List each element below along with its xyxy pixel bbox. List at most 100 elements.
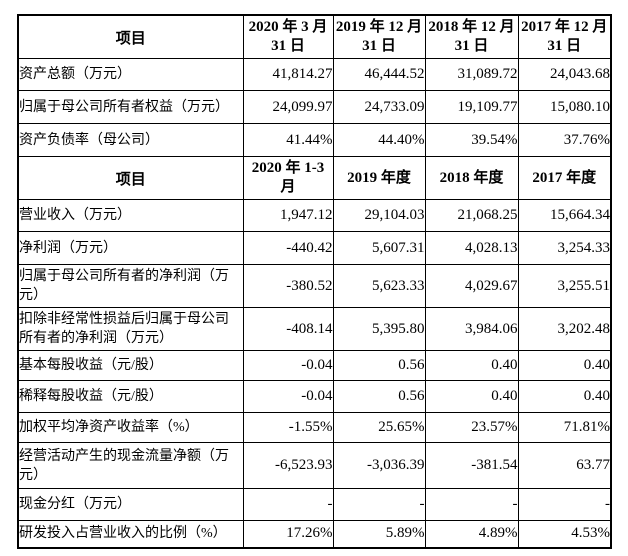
value-cell: 3,984.06 xyxy=(424,307,519,351)
value-cell: 23.57% xyxy=(424,412,519,443)
row-label: 净利润（万元） xyxy=(17,231,244,265)
row-label: 扣除非经常性损益后归属于母公司所有者的净利润（万元） xyxy=(17,307,244,351)
header-col-2020-03-31: 2020 年 3 月 31 日 xyxy=(242,14,334,59)
value-cell: 25.65% xyxy=(332,412,426,443)
value-cell: 41,814.27 xyxy=(242,58,334,91)
header-col-2018-12-31: 2018 年 12 月 31 日 xyxy=(424,14,519,59)
row-label: 研发投入占营业收入的比例（%） xyxy=(17,520,244,548)
value-cell: - xyxy=(332,488,426,521)
value-cell: 37.76% xyxy=(517,123,612,157)
table-row-rd-ratio: 研发投入占营业收入的比例（%） 17.26% 5.89% 4.89% 4.53% xyxy=(17,520,612,548)
value-cell: - xyxy=(242,488,334,521)
value-cell: 4.53% xyxy=(517,520,612,548)
header-col-2019: 2019 年度 xyxy=(332,156,426,200)
table-row-debt-ratio: 资产负债率（母公司） 41.44% 44.40% 39.54% 37.76% xyxy=(17,123,612,157)
value-cell: -440.42 xyxy=(242,231,334,265)
table-row-cash-dividend: 现金分红（万元） - - - - xyxy=(17,488,612,521)
value-cell: -408.14 xyxy=(242,307,334,351)
value-cell: 41.44% xyxy=(242,123,334,157)
value-cell: 0.56 xyxy=(332,350,426,381)
table-row-total-assets: 资产总额（万元） 41,814.27 46,444.52 31,089.72 2… xyxy=(17,58,612,91)
value-cell: 5,623.33 xyxy=(332,264,426,308)
value-cell: 3,202.48 xyxy=(517,307,612,351)
financial-summary-table: 项目 2020 年 3 月 31 日 2019 年 12 月 31 日 2018… xyxy=(17,14,612,549)
value-cell: -381.54 xyxy=(424,442,519,489)
value-cell: 0.40 xyxy=(517,350,612,381)
value-cell: 5.89% xyxy=(332,520,426,548)
value-cell: 0.56 xyxy=(332,380,426,413)
header-col-2020-q1: 2020 年 1-3 月 xyxy=(242,156,334,200)
value-cell: 71.81% xyxy=(517,412,612,443)
header-col-2017-12-31: 2017 年 12 月 31 日 xyxy=(517,14,612,59)
table-row-diluted-eps: 稀释每股收益（元/股） -0.04 0.56 0.40 0.40 xyxy=(17,380,612,413)
value-cell: 46,444.52 xyxy=(332,58,426,91)
value-cell: -0.04 xyxy=(242,350,334,381)
value-cell: 44.40% xyxy=(332,123,426,157)
value-cell: 4,028.13 xyxy=(424,231,519,265)
header-item-label: 项目 xyxy=(17,156,244,200)
header-line1: 2018 年 12 月 xyxy=(428,19,515,35)
row-label: 现金分红（万元） xyxy=(17,488,244,521)
value-cell: 4.89% xyxy=(424,520,519,548)
value-cell: 63.77 xyxy=(517,442,612,489)
value-cell: - xyxy=(424,488,519,521)
table-row-net-profit: 净利润（万元） -440.42 5,607.31 4,028.13 3,254.… xyxy=(17,231,612,265)
value-cell: - xyxy=(517,488,612,521)
header-line1: 2017 年 12 月 xyxy=(521,19,608,35)
value-cell: 0.40 xyxy=(424,380,519,413)
table-row-non-recurring-net-profit: 扣除非经常性损益后归属于母公司所有者的净利润（万元） -408.14 5,395… xyxy=(17,307,612,351)
table-row-revenue: 营业收入（万元） 1,947.12 29,104.03 21,068.25 15… xyxy=(17,199,612,232)
income-header-row: 项目 2020 年 1-3 月 2019 年度 2018 年度 2017 年度 xyxy=(17,156,612,200)
header-col-2018: 2018 年度 xyxy=(424,156,519,200)
header-line2: 31 日 xyxy=(547,38,582,54)
header-line2: 月 xyxy=(280,179,296,195)
header-item-label: 项目 xyxy=(17,14,244,59)
value-cell: 39.54% xyxy=(424,123,519,157)
value-cell: 3,254.33 xyxy=(517,231,612,265)
header-line2: 31 日 xyxy=(271,38,305,54)
header-col-2019-12-31: 2019 年 12 月 31 日 xyxy=(332,14,426,59)
value-cell: 24,043.68 xyxy=(517,58,612,91)
value-cell: 5,607.31 xyxy=(332,231,426,265)
value-cell: -6,523.93 xyxy=(242,442,334,489)
value-cell: 19,109.77 xyxy=(424,90,519,124)
header-line2: 31 日 xyxy=(362,38,396,54)
value-cell: 17.26% xyxy=(242,520,334,548)
value-cell: 24,099.97 xyxy=(242,90,334,124)
value-cell: 29,104.03 xyxy=(332,199,426,232)
table-row-parent-equity: 归属于母公司所有者权益（万元） 24,099.97 24,733.09 19,1… xyxy=(17,90,612,124)
header-line2: 31 日 xyxy=(454,38,489,54)
value-cell: -1.55% xyxy=(242,412,334,443)
value-cell: 4,029.67 xyxy=(424,264,519,308)
value-cell: 3,255.51 xyxy=(517,264,612,308)
table-row-operating-cash-flow: 经营活动产生的现金流量净额（万元） -6,523.93 -3,036.39 -3… xyxy=(17,442,612,489)
value-cell: -3,036.39 xyxy=(332,442,426,489)
row-label: 经营活动产生的现金流量净额（万元） xyxy=(17,442,244,489)
header-line1: 2020 年 3 月 xyxy=(248,19,328,35)
header-col-2017: 2017 年度 xyxy=(517,156,612,200)
table-row-parent-net-profit: 归属于母公司所有者的净利润（万元） -380.52 5,623.33 4,029… xyxy=(17,264,612,308)
value-cell: 24,733.09 xyxy=(332,90,426,124)
value-cell: -0.04 xyxy=(242,380,334,413)
row-label: 资产负债率（母公司） xyxy=(17,123,244,157)
table-row-basic-eps: 基本每股收益（元/股） -0.04 0.56 0.40 0.40 xyxy=(17,350,612,381)
value-cell: 15,664.34 xyxy=(517,199,612,232)
balance-header-row: 项目 2020 年 3 月 31 日 2019 年 12 月 31 日 2018… xyxy=(17,14,612,59)
row-label: 资产总额（万元） xyxy=(17,58,244,91)
value-cell: 0.40 xyxy=(424,350,519,381)
value-cell: -380.52 xyxy=(242,264,334,308)
row-label: 归属于母公司所有者的净利润（万元） xyxy=(17,264,244,308)
row-label: 归属于母公司所有者权益（万元） xyxy=(17,90,244,124)
row-label: 加权平均净资产收益率（%） xyxy=(17,412,244,443)
value-cell: 5,395.80 xyxy=(332,307,426,351)
value-cell: 31,089.72 xyxy=(424,58,519,91)
value-cell: 21,068.25 xyxy=(424,199,519,232)
value-cell: 15,080.10 xyxy=(517,90,612,124)
header-line1: 2020 年 1-3 xyxy=(251,160,325,176)
row-label: 基本每股收益（元/股） xyxy=(17,350,244,381)
value-cell: 0.40 xyxy=(517,380,612,413)
row-label: 稀释每股收益（元/股） xyxy=(17,380,244,413)
table-row-roe: 加权平均净资产收益率（%） -1.55% 25.65% 23.57% 71.81… xyxy=(17,412,612,443)
row-label: 营业收入（万元） xyxy=(17,199,244,232)
